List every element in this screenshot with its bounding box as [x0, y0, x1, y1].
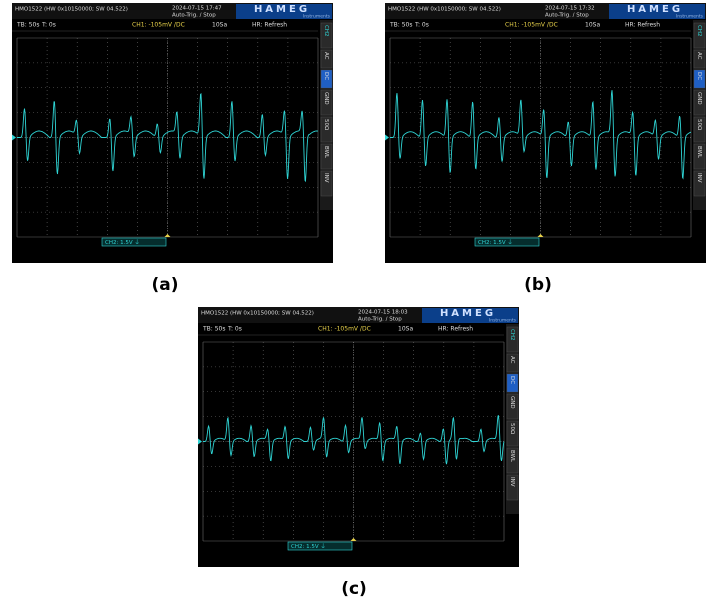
oscilloscope-screen: HMO1522 (HW 0x10150000; SW 04.522) 2024-0… — [12, 3, 333, 263]
status-ch1: CH1: -105mV /DC — [505, 22, 558, 29]
status-t: T: 0s — [227, 326, 242, 333]
menu-label: GND — [509, 396, 515, 409]
menu-label: INV — [696, 173, 702, 183]
panel-label: (c) — [341, 579, 367, 599]
status-ch1: CH1: -105mV /DC — [132, 22, 185, 29]
status-sa: 10Sa — [212, 22, 227, 29]
status-tb: TB: 50s — [202, 326, 225, 333]
status-hr: HR: Refresh — [438, 326, 473, 333]
status-sa: 10Sa — [398, 326, 413, 333]
status-tb: TB: 50s — [16, 22, 39, 29]
status-t: T: 0s — [41, 22, 56, 29]
menu-label: CH2 — [323, 25, 329, 36]
trigger: Auto-Trig. / Stop — [545, 13, 589, 19]
status-sa: 10Sa — [585, 22, 600, 29]
menu-label: GND — [696, 92, 702, 105]
trigger: Auto-Trig. / Stop — [172, 13, 216, 19]
status-ch1: CH1: -105mV /DC — [318, 326, 371, 333]
panel-label: (a) — [151, 275, 178, 295]
status-tb: TB: 50s — [389, 22, 412, 29]
trigger: Auto-Trig. / Stop — [358, 317, 402, 323]
menu-label: BWL — [509, 450, 515, 463]
status-hr: HR: Refresh — [252, 22, 287, 29]
panel-label: (b) — [524, 275, 552, 295]
model: HMO1522 (HW 0x10150000; SW 04.522) — [201, 311, 314, 317]
brand: HAMEG — [627, 4, 683, 15]
menu-label: 50Ω — [509, 423, 515, 434]
menu-label: 50Ω — [696, 119, 702, 130]
menu-label: INV — [323, 173, 329, 183]
screen-bg — [385, 3, 706, 263]
menu-label: DC — [509, 376, 515, 384]
datetime: 2024-07-15 17:47 — [172, 6, 222, 12]
datetime: 2024-07-15 17:32 — [545, 6, 595, 12]
brand-sub: Instruments — [303, 14, 331, 20]
screen-bg — [198, 307, 519, 567]
brand: HAMEG — [254, 4, 310, 15]
ch2-scale: CH2: 1.5V ⏚ — [478, 239, 513, 246]
menu-label: BWL — [696, 146, 702, 159]
menu-label: AC — [323, 52, 329, 60]
menu-label: INV — [509, 477, 515, 487]
figure: HMO1522 (HW 0x10150000; SW 04.522) 2024-0… — [0, 0, 707, 600]
brand-sub: Instruments — [489, 318, 517, 324]
menu-label: AC — [696, 52, 702, 60]
status-hr: HR: Refresh — [625, 22, 660, 29]
model: HMO1522 (HW 0x10150000; SW 04.522) — [388, 7, 501, 13]
menu-label: DC — [323, 72, 329, 80]
screen-bg — [12, 3, 333, 263]
menu-label: AC — [509, 356, 515, 364]
brand: HAMEG — [440, 308, 496, 319]
oscilloscope-screen: HMO1522 (HW 0x10150000; SW 04.522) 2024-0… — [385, 3, 706, 263]
brand-sub: Instruments — [676, 14, 704, 20]
ch2-scale: CH2: 1.5V ⏚ — [105, 239, 140, 246]
model: HMO1522 (HW 0x10150000; SW 04.522) — [15, 7, 128, 13]
oscilloscope-screen: HMO1522 (HW 0x10150000; SW 04.522) 2024-0… — [198, 307, 519, 567]
menu-label: BWL — [323, 146, 329, 159]
menu-label: CH2 — [696, 25, 702, 36]
datetime: 2024-07-15 18:03 — [358, 310, 408, 316]
menu-label: GND — [323, 92, 329, 105]
menu-label: CH2 — [509, 329, 515, 340]
menu-label: 50Ω — [323, 119, 329, 130]
menu-label: DC — [696, 72, 702, 80]
status-t: T: 0s — [414, 22, 429, 29]
ch2-scale: CH2: 1.5V ⏚ — [291, 543, 326, 550]
